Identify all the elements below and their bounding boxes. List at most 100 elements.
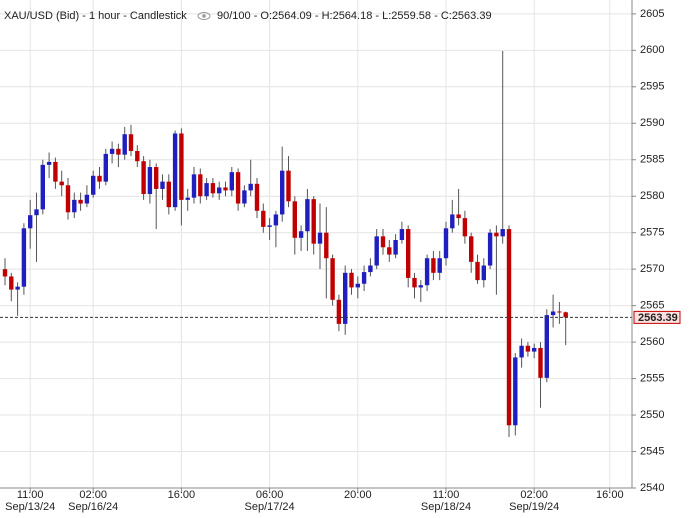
y-tick-label: 2560: [640, 336, 664, 348]
candle-body: [280, 170, 285, 215]
candle-body: [53, 161, 58, 182]
candle-body: [122, 134, 127, 155]
candle-body: [406, 229, 411, 278]
candle-body: [191, 174, 197, 198]
candle-body: [387, 247, 392, 255]
candle-body: [141, 161, 146, 195]
candle-body: [563, 312, 568, 318]
candle-body: [128, 134, 134, 151]
grid: [0, 0, 632, 489]
last-price-label: 2563.39: [638, 312, 678, 324]
candles: [0, 51, 632, 437]
candle-body: [506, 229, 512, 426]
candle-body: [336, 299, 342, 324]
candle-body: [330, 258, 335, 300]
candle-body: [147, 167, 153, 195]
candle-body: [91, 175, 96, 195]
candle-body: [399, 229, 405, 240]
x-tick-label: 02:00: [79, 489, 107, 501]
x-date-label: Sep/17/24: [245, 501, 295, 513]
candle-body: [15, 286, 20, 290]
candle-body: [431, 258, 436, 273]
candle-body: [204, 183, 209, 197]
candle-body: [292, 201, 297, 238]
y-tick-label: 2590: [640, 117, 664, 129]
candle-body: [172, 133, 178, 208]
x-tick-label: 02:00: [520, 489, 548, 501]
eye-icon: [197, 12, 211, 20]
candle-body: [198, 174, 203, 197]
candle-body: [28, 215, 33, 229]
candle-body: [2, 269, 8, 277]
candle-body: [469, 236, 474, 262]
candle-body: [538, 347, 543, 378]
candle-body: [487, 232, 493, 266]
candle-body: [305, 199, 310, 232]
candle-body: [109, 148, 115, 154]
candle-body: [317, 232, 323, 244]
candle-body: [217, 187, 222, 194]
candle-body: [160, 181, 165, 189]
candle-body: [34, 209, 39, 216]
candle-body: [166, 181, 171, 208]
y-tick-label: 2565: [640, 300, 664, 312]
candle-body: [393, 239, 398, 255]
candle-body: [97, 175, 102, 182]
y-tick-label: 2580: [640, 190, 664, 202]
candle-body: [412, 277, 417, 288]
x-tick-label: 06:00: [256, 489, 284, 501]
chart-title: XAU/USD (Bid) - 1 hour - Candlestick: [4, 10, 187, 22]
candle-body: [513, 357, 518, 426]
y-tick-label: 2585: [640, 154, 664, 166]
y-tick-label: 2555: [640, 372, 664, 384]
x-tick-label: 11:00: [17, 489, 44, 501]
y-tick-label: 2540: [640, 482, 664, 494]
ohlc-info: 90/100 - O:2564.09 - H:2564.18 - L:2559.…: [217, 10, 492, 22]
candle-body: [40, 164, 45, 210]
candle-body: [135, 150, 140, 162]
candle-body: [532, 347, 537, 352]
candle-body: [324, 232, 329, 259]
candle-body: [550, 311, 556, 316]
candle-body: [462, 218, 468, 237]
y-tick-label: 2605: [640, 8, 664, 20]
candle-body: [103, 153, 108, 182]
x-date-label: Sep/18/24: [421, 501, 471, 513]
candle-body: [525, 345, 531, 352]
y-tick-label: 2575: [640, 227, 664, 239]
candle-body: [185, 197, 190, 200]
candle-body: [210, 183, 216, 194]
candle-body: [242, 190, 247, 204]
candle-body: [475, 261, 480, 281]
candle-body: [343, 272, 348, 324]
y-tick-label: 2595: [640, 81, 664, 93]
candle-body: [261, 210, 266, 227]
last-price-box: [633, 310, 681, 324]
candle-body: [500, 229, 505, 237]
candle-body: [84, 194, 90, 204]
candle-body: [21, 228, 27, 287]
candle-body: [223, 187, 228, 191]
candle-body: [72, 199, 77, 213]
candle-body: [59, 181, 64, 186]
candle-body: [361, 272, 367, 284]
x-date-label: Sep/13/24: [5, 501, 55, 513]
x-tick-label: 16:00: [168, 489, 196, 501]
candle-body: [116, 148, 121, 155]
candle-body: [235, 172, 241, 204]
candle-body: [443, 228, 449, 259]
candle-body: [9, 276, 14, 290]
labels: 2540 2545 2550 2555 2560 2565 2570 2575 2580 2585…: [5, 8, 681, 513]
candle-body: [368, 265, 373, 273]
candle-body: [286, 170, 291, 202]
candle-body: [355, 283, 360, 288]
x-date-label: Sep/16/24: [68, 501, 118, 513]
candle-body: [380, 236, 386, 248]
candle-body: [544, 315, 549, 378]
candle-body: [374, 236, 379, 266]
y-tick-label: 2545: [640, 445, 664, 457]
candle-body: [311, 199, 316, 244]
candle-body: [494, 232, 499, 237]
